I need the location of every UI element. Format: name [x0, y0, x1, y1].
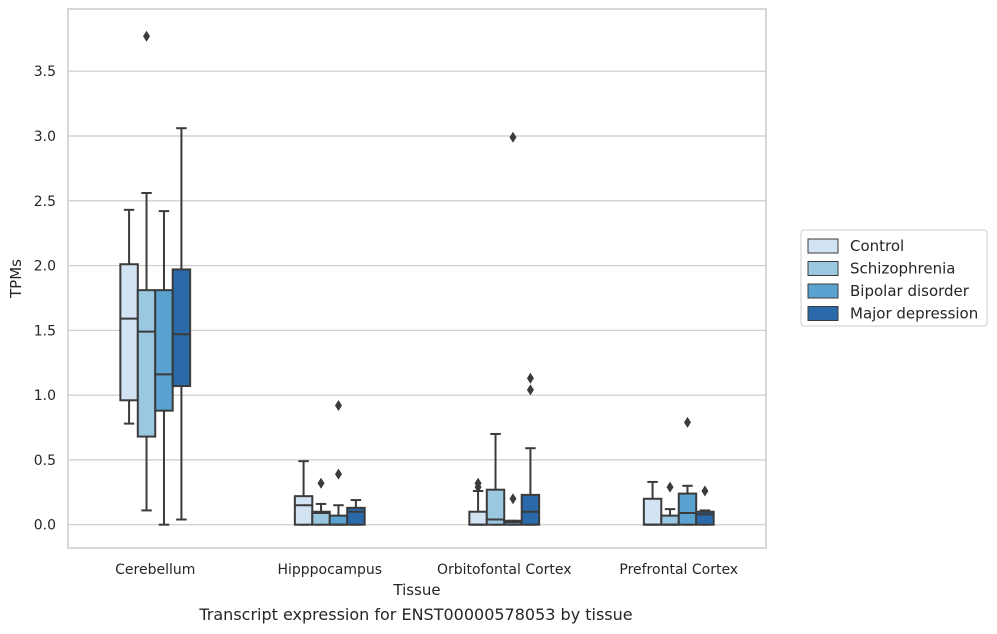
y-tick-label: 2.5 — [34, 194, 56, 210]
box-iqr — [154, 289, 174, 412]
box-major-depression — [520, 372, 541, 526]
box-major-depression — [695, 485, 715, 526]
x-tick-label: Orbitofontal Cortex — [437, 562, 572, 578]
legend-swatch — [807, 238, 839, 254]
y-tick-label: 1.5 — [34, 323, 56, 339]
box-iqr — [485, 488, 506, 526]
outlier-point — [334, 399, 342, 411]
box-plot-series — [119, 30, 715, 526]
legend-swatch — [807, 261, 839, 276]
plot-frame — [67, 8, 767, 549]
box-iqr — [171, 268, 192, 388]
y-tick-label: 3.0 — [34, 129, 56, 145]
y-tick-label: 3.5 — [34, 64, 56, 80]
outlier-point — [526, 372, 534, 384]
box-schizophrenia — [485, 432, 506, 526]
legend-label: Control — [850, 237, 904, 255]
legend-swatch — [807, 283, 839, 299]
y-tick-label: 1.0 — [34, 388, 56, 404]
legend-label: Bipolar disorder — [850, 282, 970, 300]
outlier-point — [509, 493, 517, 505]
box-iqr — [468, 510, 488, 526]
legend-swatch — [807, 306, 839, 321]
box-schizophrenia — [660, 481, 680, 526]
x-tick-label: Prefrontal Cortex — [619, 562, 738, 578]
box-iqr — [660, 514, 680, 526]
box-bipolar-disorder — [154, 210, 174, 526]
y-tick-label: 0.5 — [34, 453, 56, 469]
outlier-point — [317, 477, 325, 489]
y-axis-ticks: 0.0 0.5 1.0 1.5 2.0 2.5 3.0 3.5 — [34, 64, 56, 533]
y-axis-label: TPMs — [7, 259, 25, 299]
legend-frame — [800, 229, 988, 327]
x-tick-label: Cerebellum — [115, 562, 195, 578]
legend: Control Schizophrenia Bipolar disorder Majo… — [800, 229, 988, 327]
box-iqr — [293, 495, 314, 526]
y-tick-label: 2.0 — [34, 259, 56, 275]
outlier-point — [666, 481, 674, 493]
box-control — [468, 477, 488, 526]
box-bipolar-disorder — [328, 399, 349, 526]
box-schizophrenia — [136, 30, 157, 512]
box-control — [293, 460, 314, 526]
box-control — [642, 480, 663, 526]
box-iqr — [119, 263, 139, 402]
x-tick-label: Hipppocampus — [277, 562, 382, 578]
outlier-point — [526, 384, 534, 396]
legend-label: Major depression — [850, 305, 978, 323]
x-axis-label: Tissue — [392, 581, 440, 599]
box-iqr — [346, 506, 366, 526]
outlier-point — [683, 416, 691, 428]
outlier-point — [474, 477, 482, 489]
outlier-point — [509, 131, 517, 143]
box-control — [119, 208, 139, 425]
box-schizophrenia — [311, 477, 331, 526]
box-major-depression — [171, 127, 192, 521]
box-bipolar-disorder — [677, 416, 698, 526]
outlier-point — [701, 485, 709, 497]
box-major-depression — [346, 499, 366, 526]
box-iqr — [328, 514, 349, 526]
box-iqr — [642, 497, 663, 526]
x-axis-ticks: Cerebellum Hipppocampus Orbitofontal Corte… — [115, 562, 738, 578]
legend-label: Schizophrenia — [850, 260, 955, 278]
box-iqr — [136, 289, 157, 438]
outlier-point — [143, 30, 151, 42]
figure-caption: Transcript expression for ENST0000057805… — [199, 605, 633, 624]
outlier-point — [334, 468, 342, 480]
box-iqr — [677, 492, 698, 526]
box-iqr — [520, 493, 541, 526]
box-bipolar-disorder — [503, 131, 523, 526]
y-tick-label: 0.0 — [34, 518, 56, 534]
